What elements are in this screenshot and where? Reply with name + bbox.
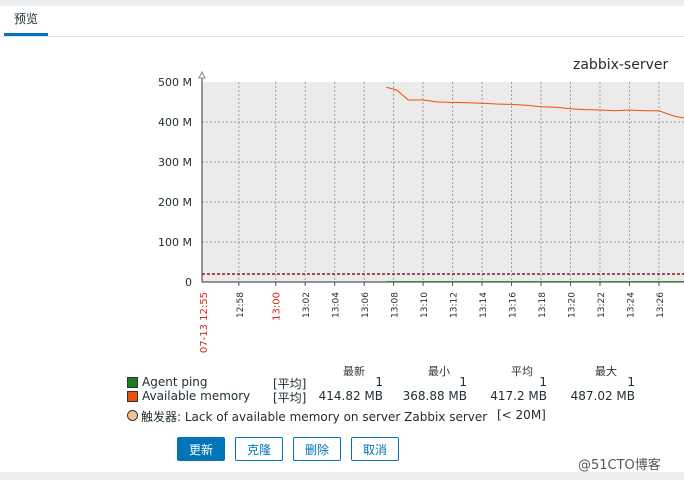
legend-max: 1 [627,375,635,389]
legend-header-avg: 平均 [511,365,533,378]
plot-area [202,82,684,282]
trigger-label: 触发器: Lack of available memory on server … [141,410,488,424]
legend-header-min: 最小 [428,365,450,378]
x-tick-label: 13:12 [450,292,460,318]
x-tick-label: 13:16 [509,292,519,318]
y-tick-label: 100 M [158,236,192,249]
trigger-condition: [< 20M] [497,408,546,422]
x-tick-label: 13:10 [420,292,430,318]
legend-item-name: Available memory [142,389,251,403]
x-tick-label: 13:22 [597,292,607,318]
legend-min: 1 [459,375,467,389]
legend-func: [平均] [273,377,307,391]
legend-item-name: Agent ping [142,375,208,389]
graph-legend: 最新 最小 平均 最大 Agent ping [平均] 1 1 1 1 Avai… [0,360,684,424]
x-tick-label: 13:24 [626,292,636,318]
legend-max: 487.02 MB [570,389,635,403]
y-tick-label: 400 M [158,116,192,129]
x-tick-label: 13:14 [479,292,489,318]
legend-last: 1 [375,375,383,389]
y-tick-label: 200 M [158,196,192,209]
trigger-icon [127,410,138,421]
series-line-available-memory [386,86,684,119]
y-tick-label: 300 M [158,156,192,169]
watermark: @51CTO博客 [578,458,661,473]
legend-swatch [127,377,138,388]
legend-avg: 1 [539,375,547,389]
tab-preview[interactable]: 预览 [4,6,48,36]
cancel-button[interactable]: 取消 [351,437,399,461]
bottom-bar [0,472,684,480]
legend-swatch [127,391,138,402]
x-tick-label: 13:06 [361,292,371,318]
y-tick-label: 0 [185,276,192,289]
clone-button[interactable]: 克隆 [235,437,283,461]
y-axis-arrow [198,70,206,79]
legend-func: [平均] [273,391,307,405]
x-tick-label: 13:00 [272,292,283,321]
x-tick-label: 12:58 [236,292,246,318]
x-tick-label: 13:18 [538,292,548,318]
memory-graph: 500 M 400 M 300 M 200 M 100 M 0 12:58 13:00 13:0… [158,70,684,353]
x-tick-label: 13:20 [568,292,578,318]
tab-bar: 预览 [0,6,684,37]
legend-avg: 417.2 MB [490,389,547,403]
top-bar [0,0,684,6]
delete-button[interactable]: 删除 [293,437,341,461]
x-tick-label: 13:08 [391,292,401,318]
legend-header-last: 最新 [343,365,365,378]
x-tick-label: 13:02 [302,292,312,318]
y-tick-label: 500 M [158,76,192,89]
update-button[interactable]: 更新 [177,437,225,461]
x-tick-label: 13:04 [332,292,342,318]
legend-last: 414.82 MB [318,389,383,403]
legend-min: 368.88 MB [402,389,467,403]
legend-header-max: 最大 [595,365,617,378]
graph-title: zabbix-server [573,57,669,73]
x-start-label: 07-13 12:55 [199,292,210,353]
x-tick-label: 13:26 [656,292,666,318]
